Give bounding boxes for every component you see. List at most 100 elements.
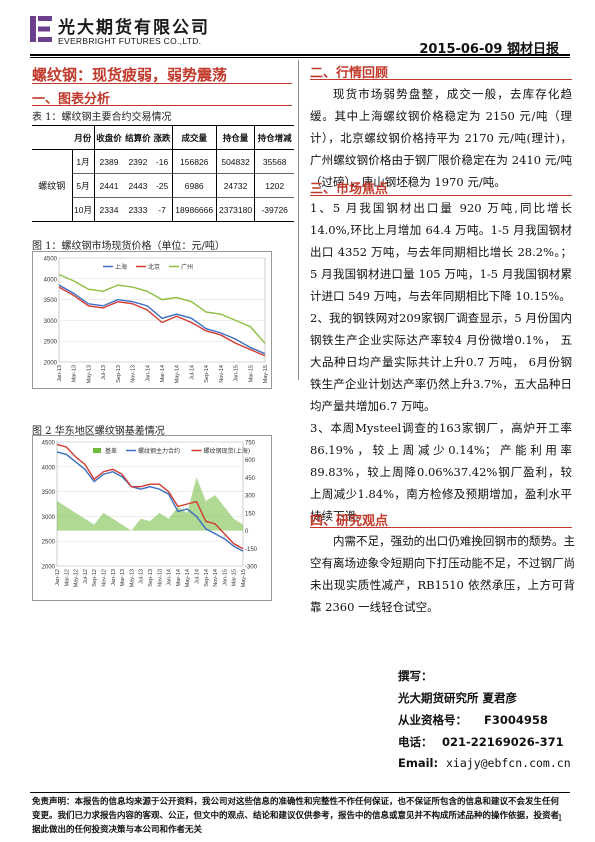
column-divider bbox=[298, 60, 299, 380]
cell-volume: 6986 bbox=[172, 173, 217, 198]
x-tick-label: Jul-13 bbox=[139, 569, 145, 584]
y2-tick-label: 600 bbox=[245, 458, 256, 464]
cell-month: 1月 bbox=[72, 149, 95, 174]
section-research-view: 四、研究观点 bbox=[310, 514, 389, 529]
cell-oi-change: 1202 bbox=[265, 180, 285, 191]
company-logo bbox=[30, 16, 52, 42]
cell-change: -16 bbox=[152, 149, 173, 174]
legend-label: 广州 bbox=[181, 263, 193, 271]
y2-tick-label: 0 bbox=[245, 529, 249, 535]
x-tick-label: Sep-12 bbox=[92, 569, 98, 587]
plot-area bbox=[58, 257, 266, 363]
market-focus-text: 1、5 月我国钢材出口量 920 万吨,同比增长 14.0%,环比上月增加 64… bbox=[310, 197, 572, 527]
figure1-frame: 2000 2500 3000 3500 4000 4500 Jan-13 Mar-13 May-… bbox=[32, 251, 272, 389]
x-tick-label: Jul-14 bbox=[189, 365, 195, 380]
x-tick-label: May-14 bbox=[185, 569, 191, 587]
x-tick-label: Mar-14 bbox=[160, 365, 166, 382]
author-label: 撰写： bbox=[398, 669, 433, 683]
x-tick-label: Nov-13 bbox=[157, 569, 163, 587]
email-address[interactable]: xiajy@ebfcn.com.cn bbox=[446, 756, 571, 770]
header-product bbox=[32, 126, 72, 150]
series-line-北京 bbox=[58, 286, 266, 357]
y2-tick-label: 750 bbox=[245, 441, 256, 447]
cell-open-interest: 504832 bbox=[216, 149, 256, 174]
cell-month: 5月 bbox=[72, 173, 95, 198]
x-tick-label: Sep-13 bbox=[116, 365, 122, 383]
cert-label: 从业资格号： bbox=[398, 713, 467, 727]
x-tick-label: May-15 bbox=[241, 569, 247, 587]
spot-price-chart: 2000 2500 3000 3500 4000 4500 Jan-13 Mar-13 May-… bbox=[44, 257, 269, 384]
x-tick-label: Mar-13 bbox=[72, 365, 78, 382]
x-tick-label: Nov-13 bbox=[131, 365, 137, 383]
legend-label: 螺纹钢现货(上海) bbox=[204, 447, 251, 455]
main-title-underline bbox=[32, 83, 292, 84]
table-row: 螺纹钢 1月 2389 2392 -16 156826 504832 35568 bbox=[32, 149, 294, 222]
x-tick-label: Jan-12 bbox=[55, 569, 61, 586]
x-tick-label: May-13 bbox=[86, 365, 92, 383]
cell-volume: 156826 bbox=[172, 149, 217, 174]
header-rule bbox=[30, 54, 570, 56]
header-oi-change: 持仓增减 bbox=[257, 133, 292, 144]
report-date-title: 2015-06-09 钢材日报 bbox=[419, 42, 559, 57]
view-paragraph: 内需不足，强劲的出口仍难挽回钢市的颓势。主空有离场迹象令短期向下打压动能不足，不… bbox=[310, 534, 575, 614]
figure2-caption: 图 2 华东地区螺纹钢基差情况 bbox=[32, 426, 165, 437]
y2-tick-label: -300 bbox=[245, 565, 258, 571]
cell-month: 10月 bbox=[72, 197, 95, 222]
contract-trading-table: 月份 收盘价 结算价 涨跌 成交量 持仓量 持仓增减 螺纹钢 1月 2389 2… bbox=[32, 125, 294, 222]
cell-settle: 2392 bbox=[128, 156, 148, 167]
x-tick-label: Mar-15 bbox=[248, 365, 254, 382]
cell-close: 2389 bbox=[99, 156, 119, 167]
tel-number: 021-22169026-371 bbox=[442, 735, 564, 749]
company-name-en: EVERBRIGHT FUTURES CO.,LTD. bbox=[58, 36, 202, 46]
cell-oi-change: -39726 bbox=[261, 204, 288, 215]
footer-rule bbox=[30, 792, 570, 793]
cell-volume: 18986666 bbox=[172, 197, 217, 222]
header-close: 收盘价 bbox=[96, 133, 122, 144]
y-tick-label: 4000 bbox=[44, 277, 58, 283]
y2-tick-label: 150 bbox=[245, 511, 256, 517]
report-main-title: 螺纹钢：现货疲弱，弱势震荡 bbox=[32, 66, 228, 84]
table-caption: 表 1：螺纹钢主要合约交易情况 bbox=[32, 112, 172, 123]
focus-item-1: 1、5 月我国钢材出口量 920 万吨,同比增长 14.0%,环比上月增加 64… bbox=[310, 201, 572, 303]
author-email: Email: xiajy@ebfcn.com.cn bbox=[398, 756, 571, 770]
x-tick-label: Jul-14 bbox=[195, 569, 201, 584]
section-underline bbox=[310, 195, 572, 196]
header-month: 月份 bbox=[72, 125, 95, 150]
cell-close: 2334 bbox=[99, 204, 119, 215]
legend-label: 基差 bbox=[105, 447, 117, 455]
table-header-row: 月份 收盘价 结算价 涨跌 成交量 持仓量 持仓增减 bbox=[32, 125, 294, 150]
author-org: 光大期货研究所 夏君彦 bbox=[398, 691, 518, 705]
header-volume: 成交量 bbox=[172, 125, 217, 150]
y-tick-label: 4500 bbox=[44, 257, 58, 263]
y-tick-label: 2500 bbox=[44, 340, 58, 346]
cell-settle: 2333 bbox=[128, 204, 148, 215]
x-tick-label: May-12 bbox=[74, 569, 80, 587]
research-view-text: 内需不足，强劲的出口仍难挽回钢市的颓势。主空有离场迹象令短期向下打压动能不足，不… bbox=[310, 530, 575, 618]
y-tick-label: 2000 bbox=[42, 565, 56, 571]
y-tick-label: 3000 bbox=[42, 515, 56, 521]
header-rule-thin bbox=[30, 57, 570, 58]
series-line-螺纹钢现货(上海) bbox=[56, 443, 244, 550]
table-row: 10月 2334 2333 -7 18986666 2373180 -39726 bbox=[32, 197, 294, 222]
series-line-广州 bbox=[58, 273, 266, 344]
x-tick-label: Mar-12 bbox=[64, 569, 70, 586]
section-underline bbox=[310, 527, 572, 528]
x-tick-label: Nov-12 bbox=[102, 569, 108, 587]
section-underline bbox=[32, 105, 292, 106]
x-tick-label: Jan-15 bbox=[222, 569, 228, 586]
legend-label: 北京 bbox=[148, 263, 160, 271]
focus-item-2: 2、我的钢铁网对209家钢厂调查显示，5 月份国内钢铁生产企业实际达产率较4 月… bbox=[310, 311, 572, 413]
figure2-frame: 2000 2500 3000 3500 4000 4500 -300 -150 0 150 300 4… bbox=[32, 435, 272, 601]
y2-tick-label: -150 bbox=[245, 547, 258, 553]
x-tick-label: May-14 bbox=[175, 365, 181, 383]
x-tick-label: Jan-14 bbox=[145, 365, 151, 382]
company-name-cn: 光大期货有限公司 bbox=[58, 18, 210, 38]
cell-open-interest: 2373180 bbox=[216, 197, 256, 222]
section-market-focus: 三、市场焦点 bbox=[310, 182, 389, 197]
cell-oi-change: 35568 bbox=[262, 156, 287, 167]
header-change: 涨跌 bbox=[152, 125, 173, 150]
x-tick-label: Jan-15 bbox=[234, 365, 240, 382]
y-tick-label: 2500 bbox=[42, 540, 56, 546]
x-tick-label: May-13 bbox=[129, 569, 135, 587]
y-tick-label: 3500 bbox=[42, 490, 56, 496]
